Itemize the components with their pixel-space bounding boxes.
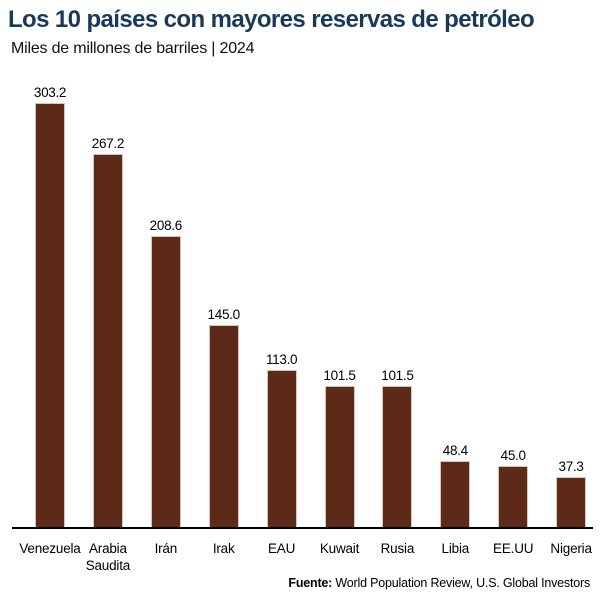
x-axis-line [12, 527, 593, 529]
bar-value-label: 303.2 [33, 85, 67, 100]
bar-column-ee-uu: 45.0 [498, 447, 529, 529]
bar-column-kuwait: 101.5 [323, 368, 356, 529]
bar-value-label: 267.2 [91, 135, 125, 151]
bar-column-nigeria: 37.3 [556, 458, 587, 529]
source-note: Fuente: World Population Review, U.S. Gl… [288, 576, 590, 590]
bar-rect [208, 325, 239, 529]
source-text: World Population Review, U.S. Global Inv… [332, 576, 590, 590]
category-label: EE.UU [493, 541, 534, 556]
bar-column-venezuela: 303.2 [33, 85, 67, 529]
bar-column-libia: 48.4 [440, 443, 471, 529]
bar-rect [324, 386, 355, 529]
bar-rect [35, 103, 65, 529]
bar-value-label: 101.5 [381, 368, 414, 384]
bar-value-label: 48.4 [442, 443, 468, 458]
category-label: Irak [212, 541, 235, 556]
category-label: Nigeria [550, 541, 592, 556]
bar-rect [150, 235, 181, 529]
bar-value-label: 208.6 [149, 217, 183, 233]
bar-column-rusia: 101.5 [381, 368, 414, 529]
category-label: Libia [441, 541, 470, 556]
category-label: EAU [268, 541, 296, 556]
bar-rect [266, 370, 297, 529]
bar-rect [382, 386, 413, 529]
bar-column-eau: 113.0 [265, 352, 298, 529]
bar-value-label: 101.5 [323, 368, 356, 384]
chart-subtitle: Miles de millones de barriles | 2024 [11, 40, 255, 57]
category-label: Venezuela [19, 541, 81, 556]
chart-title: Los 10 países con mayores reservas de pe… [8, 6, 535, 33]
source-label: Fuente: [288, 576, 333, 590]
bar-rect [556, 476, 587, 529]
bar-column-arabia-saudita: 267.2 [91, 135, 125, 529]
bar-value-label: 45.0 [500, 447, 526, 463]
bar-rect [498, 465, 529, 529]
bar-value-label: 113.0 [265, 352, 298, 368]
bar-rect [92, 153, 123, 529]
category-label: Irán [154, 541, 178, 556]
bar-value-label: 145.0 [207, 307, 241, 323]
bar-column-ir-n: 208.6 [149, 217, 183, 529]
bar-value-label: 37.3 [558, 458, 584, 474]
category-label: Arabia Saudita [85, 541, 131, 573]
category-label: Rusia [380, 541, 415, 556]
bar-rect [440, 461, 471, 529]
bar-column-irak: 145.0 [207, 307, 241, 529]
category-label: Kuwait [319, 541, 360, 556]
